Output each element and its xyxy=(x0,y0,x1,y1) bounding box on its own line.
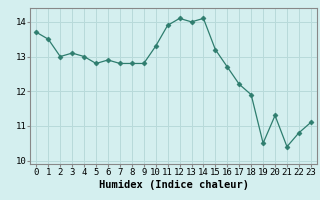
X-axis label: Humidex (Indice chaleur): Humidex (Indice chaleur) xyxy=(99,180,249,190)
